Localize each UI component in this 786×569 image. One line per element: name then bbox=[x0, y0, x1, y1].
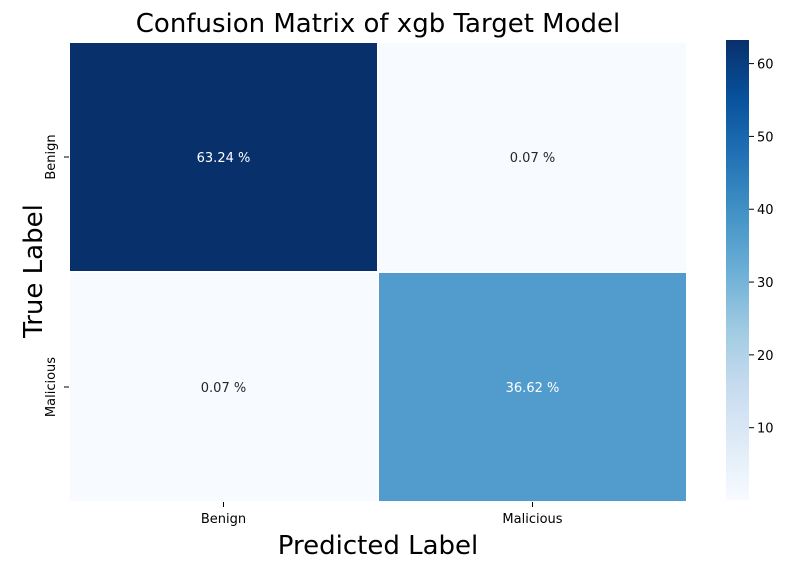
y-tick-label: Benign bbox=[44, 134, 59, 179]
colorbar-tick-label: 60 bbox=[757, 58, 774, 73]
colorbar-tick-label: 50 bbox=[757, 130, 774, 145]
x-axis-ticks: Benign Malicious bbox=[201, 502, 563, 527]
x-tick-label: Benign bbox=[201, 512, 246, 527]
y-axis-ticks: Benign Malicious bbox=[44, 134, 69, 417]
colorbar-tick-label: 30 bbox=[757, 276, 774, 291]
colorbar-tick-label: 20 bbox=[757, 349, 774, 364]
heatmap-cell bbox=[377, 41, 688, 273]
colorbar-tick-label: 40 bbox=[757, 203, 774, 218]
colorbar-tick-label: 10 bbox=[757, 422, 774, 437]
heatmap-cells: 63.24 % 0.07 % 0.07 % 36.62 % bbox=[68, 41, 688, 503]
colorbar bbox=[726, 40, 749, 500]
colorbar-ticks: 10 20 30 40 50 60 bbox=[749, 58, 774, 437]
x-axis-label: Predicted Label bbox=[278, 531, 478, 561]
chart-title: Confusion Matrix of xgb Target Model bbox=[136, 9, 620, 39]
cell-value-label: 0.07 % bbox=[201, 381, 246, 396]
heatmap-cell bbox=[68, 41, 379, 273]
cell-value-label: 63.24 % bbox=[197, 151, 251, 166]
y-axis-label: True Label bbox=[19, 204, 49, 339]
y-tick-label: Malicious bbox=[44, 357, 59, 417]
heatmap-cell bbox=[68, 271, 379, 503]
cell-value-label: 0.07 % bbox=[510, 151, 555, 166]
cell-value-label: 36.62 % bbox=[506, 381, 560, 396]
heatmap-cell bbox=[377, 271, 688, 503]
x-tick-label: Malicious bbox=[502, 512, 562, 527]
